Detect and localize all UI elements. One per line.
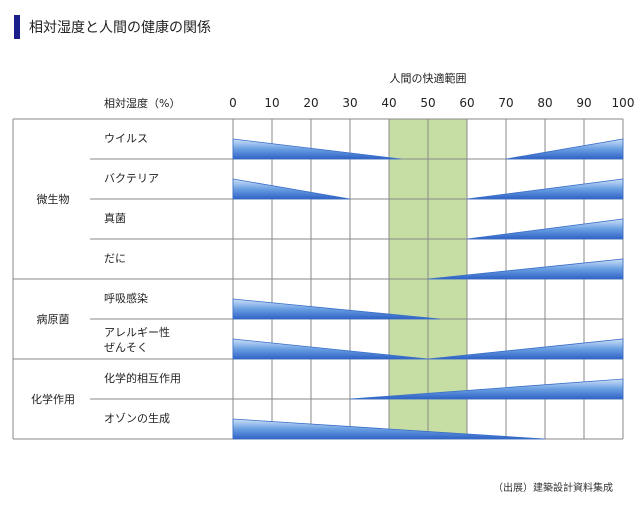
range-wedge [466, 178, 624, 200]
group-label: 化学作用 [31, 392, 75, 406]
row-label: 呼吸感染 [104, 291, 148, 305]
range-wedge [466, 218, 624, 240]
range-wedge [232, 418, 546, 440]
row-label: オゾンの生成 [104, 411, 170, 425]
group-label: 病原菌 [37, 312, 70, 326]
title-accent-bar [14, 15, 20, 39]
x-tick-label: 0 [229, 96, 237, 110]
range-wedge [232, 298, 440, 320]
comfort-zone-label: 人間の快適範囲 [390, 71, 467, 85]
x-axis-label: 相対湿度（%） [104, 96, 180, 110]
x-tick-label: 40 [381, 96, 396, 110]
x-tick-label: 100 [612, 96, 635, 110]
row-label: アレルギー性 [104, 325, 170, 339]
x-tick-label: 70 [498, 96, 513, 110]
x-tick-label: 60 [459, 96, 474, 110]
range-wedge [427, 258, 624, 280]
range-wedge [232, 178, 351, 200]
range-wedge [427, 338, 624, 360]
row-label: だに [104, 252, 126, 265]
x-tick-label: 50 [420, 96, 435, 110]
range-wedge [232, 338, 429, 360]
row-label: 化学的相互作用 [104, 371, 181, 385]
x-tick-label: 30 [342, 96, 357, 110]
x-tick-label: 10 [264, 96, 279, 110]
row-label: バクテリア [104, 172, 159, 185]
range-wedge [505, 138, 624, 160]
page-title: 相対湿度と人間の健康の関係 [29, 20, 211, 36]
row-label: 真菌 [104, 211, 126, 225]
group-label: 微生物 [37, 192, 70, 206]
row-label: ウイルス [104, 132, 148, 145]
x-tick-label: 20 [303, 96, 318, 110]
x-tick-label: 90 [576, 96, 591, 110]
range-wedge [232, 138, 401, 160]
row-label: ぜんそく [104, 341, 148, 354]
range-wedge [349, 378, 624, 400]
source-note: （出展）建築設計資料集成 [493, 483, 613, 494]
x-tick-label: 80 [537, 96, 552, 110]
